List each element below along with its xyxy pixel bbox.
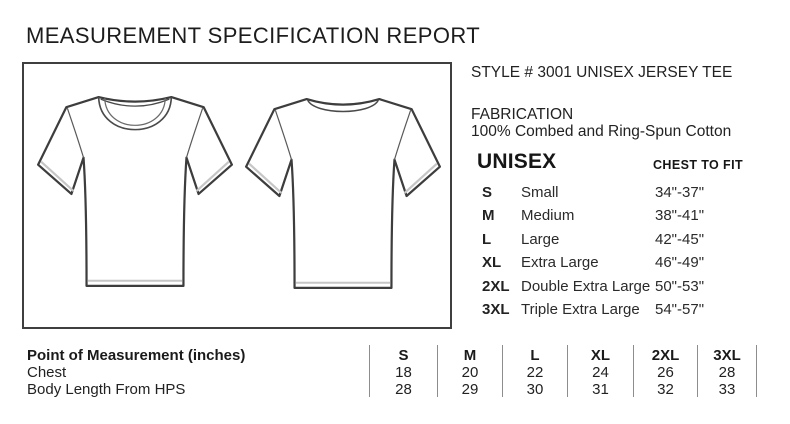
size-header: 3XL <box>713 347 741 364</box>
tshirt-back-icon <box>244 97 442 289</box>
size-name: Double Extra Large <box>521 277 651 295</box>
measurement-row-label-body-length: Body Length From HPS <box>27 381 186 398</box>
chest-value: 26 <box>657 364 674 381</box>
column-divider <box>369 345 370 397</box>
size-header: M <box>463 347 477 364</box>
size-code: 3XL <box>482 300 510 318</box>
size-chart-row: M Medium 38"-41" <box>470 207 775 230</box>
measurement-column-xl: XL 24 31 <box>568 345 633 398</box>
measurement-column-2xl: 2XL 26 32 <box>634 345 697 398</box>
chest-value: 20 <box>461 364 479 381</box>
measurement-column-m: M 20 29 <box>438 345 502 398</box>
chest-value: 22 <box>526 364 544 381</box>
size-chart-row: S Small 34"-37" <box>470 184 775 207</box>
column-divider <box>502 345 503 397</box>
column-divider <box>697 345 698 397</box>
body-length-value: 33 <box>718 381 736 398</box>
chest-to-fit-header: CHEST TO FIT <box>653 158 743 172</box>
tshirt-front-icon <box>36 95 234 287</box>
size-name: Small <box>521 184 559 201</box>
measurement-column-3xl: 3XL 28 33 <box>698 345 756 398</box>
chest-value: 18 <box>395 364 412 381</box>
fabrication-value: 100% Combed and Ring-Spun Cotton <box>471 123 732 140</box>
size-chest-to-fit: 46"-49" <box>655 254 705 272</box>
size-code: M <box>482 207 495 225</box>
body-length-value: 32 <box>657 381 674 398</box>
style-number-line: STYLE # 3001 UNISEX JERSEY TEE <box>471 64 733 81</box>
size-chart-row: L Large 42"-45" <box>470 231 775 254</box>
page-title: MEASUREMENT SPECIFICATION REPORT <box>26 23 481 48</box>
size-header: XL <box>590 347 611 364</box>
body-length-value: 30 <box>526 381 544 398</box>
size-code: L <box>482 230 492 248</box>
size-chest-to-fit: 34"-37" <box>655 184 705 201</box>
size-chart-row: XL Extra Large 46"-49" <box>470 254 775 277</box>
size-header: L <box>530 347 540 364</box>
size-chest-to-fit: 50"-53" <box>655 277 705 295</box>
fabrication-label: FABRICATION <box>471 106 574 123</box>
size-chest-to-fit: 54"-57" <box>655 300 705 318</box>
column-divider <box>633 345 634 397</box>
column-divider <box>567 345 568 397</box>
size-header: S <box>398 347 409 364</box>
size-chart: S Small 34"-37" M Medium 38"-41" L Large… <box>470 184 775 324</box>
column-divider <box>756 345 757 397</box>
size-header: 2XL <box>651 347 680 364</box>
size-chest-to-fit: 38"-41" <box>655 207 705 225</box>
size-chart-title: UNISEX <box>477 150 557 173</box>
size-name: Large <box>521 230 560 248</box>
size-chart-row: 2XL Double Extra Large 50"-53" <box>470 278 775 301</box>
size-name: Medium <box>521 207 575 225</box>
measurement-table: Point of Measurement (inches) Chest Body… <box>0 345 790 399</box>
chest-value: 28 <box>718 364 736 381</box>
chest-value: 24 <box>592 364 609 381</box>
measurement-column-l: L 22 30 <box>503 345 567 398</box>
size-code: 2XL <box>482 277 510 295</box>
size-chest-to-fit: 42"-45" <box>655 230 705 248</box>
size-code: XL <box>482 254 502 272</box>
measurement-column-s: S 18 28 <box>370 345 437 398</box>
size-name: Triple Extra Large <box>521 300 640 318</box>
body-length-value: 28 <box>395 381 412 398</box>
size-chart-row: 3XL Triple Extra Large 54"-57" <box>470 301 775 324</box>
measurement-row-label-chest: Chest <box>27 364 67 381</box>
tshirt-diagram-box <box>22 62 452 329</box>
size-name: Extra Large <box>521 254 599 272</box>
body-length-value: 29 <box>461 381 479 398</box>
size-code: S <box>482 184 493 201</box>
body-length-value: 31 <box>592 381 609 398</box>
column-divider <box>437 345 438 397</box>
point-of-measurement-header: Point of Measurement (inches) <box>27 347 246 364</box>
